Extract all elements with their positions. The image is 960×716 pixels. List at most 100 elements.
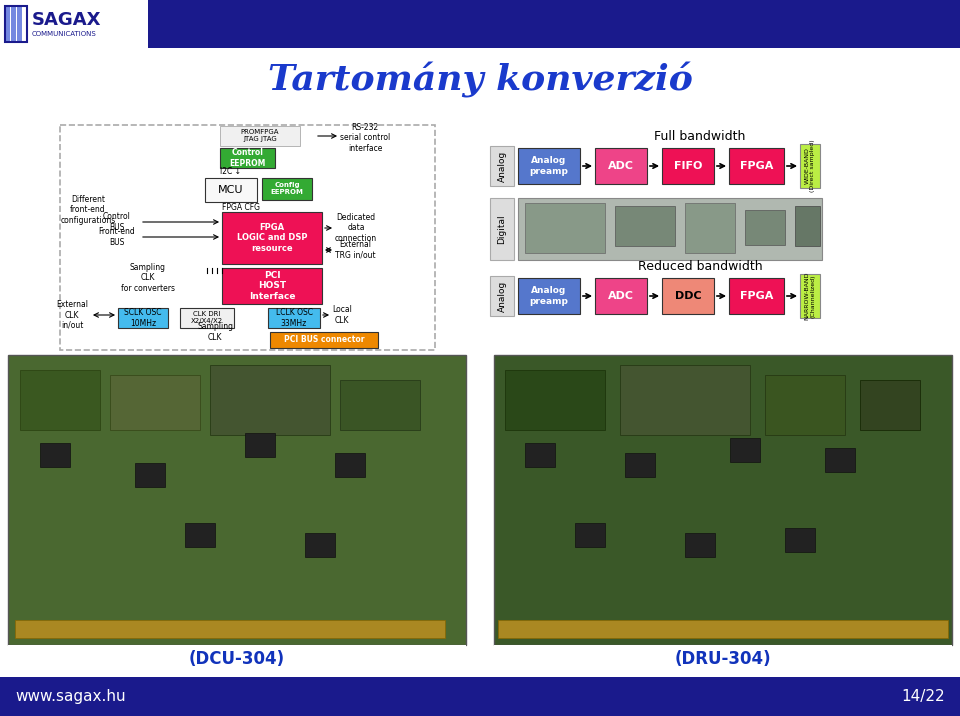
Text: Analog: Analog (497, 150, 507, 182)
Bar (765, 375, 845, 435)
Bar (210, 365, 330, 435)
Text: PCI BUS connector: PCI BUS connector (284, 336, 364, 344)
Bar (595, 148, 647, 184)
Bar (795, 206, 820, 246)
Text: Sampling
CLK
for converters: Sampling CLK for converters (121, 263, 175, 293)
Text: Control
BUS: Control BUS (103, 213, 131, 232)
Bar (729, 148, 784, 184)
Bar (625, 453, 655, 477)
Bar (505, 370, 605, 430)
Text: Dedicated
data
connection: Dedicated data connection (335, 213, 377, 243)
Text: Control
EEPROM: Control EEPROM (229, 148, 266, 168)
Bar (825, 448, 855, 472)
Bar (110, 375, 200, 430)
Bar (490, 276, 514, 316)
Bar (5, 6, 27, 42)
Bar (262, 178, 312, 200)
Bar (180, 308, 234, 328)
Bar (8, 355, 466, 645)
Text: SCLK OSC
10MHz: SCLK OSC 10MHz (124, 309, 161, 328)
Bar (5, 6, 10, 42)
Bar (220, 126, 300, 146)
Bar (490, 198, 514, 260)
Text: DDC: DDC (675, 291, 702, 301)
Bar (0, 677, 960, 716)
Bar (305, 533, 335, 557)
Text: (DCU-304): (DCU-304) (189, 650, 285, 668)
Text: I2C ↓: I2C ↓ (220, 168, 241, 177)
Text: Analog
preamp: Analog preamp (530, 156, 568, 175)
Bar (518, 198, 822, 260)
Bar (494, 355, 952, 645)
Bar (685, 533, 715, 557)
Bar (595, 278, 647, 314)
Bar (729, 278, 784, 314)
Bar (662, 148, 714, 184)
Bar (498, 620, 948, 638)
Bar (118, 308, 168, 328)
Bar (60, 125, 435, 350)
Text: Full bandwidth: Full bandwidth (655, 130, 746, 142)
Text: Analog: Analog (497, 281, 507, 311)
Text: Local
CLK: Local CLK (332, 305, 352, 324)
Bar (0, 0, 960, 48)
Bar (222, 212, 322, 264)
Bar (490, 146, 514, 186)
Text: Reduced bandwidth: Reduced bandwidth (637, 259, 762, 273)
Text: MCU: MCU (218, 185, 244, 195)
Text: Config
EEPROM: Config EEPROM (271, 183, 303, 195)
Bar (8, 645, 466, 673)
Bar (745, 210, 785, 245)
Bar (17, 6, 22, 42)
Text: PCI
HOST
Interface: PCI HOST Interface (249, 271, 296, 301)
Bar (205, 178, 257, 202)
Bar (525, 443, 555, 467)
Bar (615, 206, 675, 246)
Bar (0, 0, 148, 48)
Bar (20, 370, 100, 430)
Text: WIDE-BAND
(Direct sampled): WIDE-BAND (Direct sampled) (804, 140, 815, 193)
Bar (490, 108, 950, 398)
Text: Tartomány konverzió: Tartomány konverzió (268, 62, 692, 98)
Text: NARROW-BAND
(Channelized): NARROW-BAND (Channelized) (804, 272, 815, 320)
Bar (245, 433, 275, 457)
Text: Sampling
CLK: Sampling CLK (197, 322, 233, 342)
Bar (185, 523, 215, 547)
Bar (518, 148, 580, 184)
Bar (662, 278, 714, 314)
Text: PROMFPGA
JTAG JTAG: PROMFPGA JTAG JTAG (241, 130, 279, 142)
Bar (860, 380, 920, 430)
Text: External
TRG in/out: External TRG in/out (335, 241, 375, 260)
Text: ADC: ADC (608, 161, 634, 171)
Text: FPGA: FPGA (740, 161, 773, 171)
Bar (11, 6, 16, 42)
Bar (135, 463, 165, 487)
Text: Front-end
BUS: Front-end BUS (99, 227, 135, 247)
Bar (222, 268, 322, 304)
Text: www.sagax.hu: www.sagax.hu (15, 689, 126, 704)
Text: ADC: ADC (608, 291, 634, 301)
Bar (800, 274, 820, 318)
Bar (40, 443, 70, 467)
Text: FPGA CFG: FPGA CFG (222, 203, 260, 211)
Bar (340, 380, 420, 430)
Text: CLK DRI
X2/X4/X2: CLK DRI X2/X4/X2 (191, 311, 223, 324)
Bar (15, 620, 445, 638)
Bar (220, 148, 275, 168)
Text: COMMUNICATIONS: COMMUNICATIONS (32, 31, 97, 37)
Text: LCLK OSC
33MHz: LCLK OSC 33MHz (276, 309, 313, 328)
Text: External
CLK
in/out: External CLK in/out (56, 300, 88, 330)
Bar (685, 203, 735, 253)
Text: FIFO: FIFO (674, 161, 702, 171)
Bar (268, 308, 320, 328)
Bar (494, 645, 952, 673)
Bar (518, 278, 580, 314)
Text: (DRU-304): (DRU-304) (675, 650, 771, 668)
Text: FPGA: FPGA (740, 291, 773, 301)
Bar (730, 438, 760, 462)
Bar (525, 203, 605, 253)
Bar (620, 365, 750, 435)
Text: Different
front-end
configurations: Different front-end configurations (60, 195, 115, 225)
Text: 14/22: 14/22 (901, 689, 945, 704)
Text: RS-232
serial control
interface: RS-232 serial control interface (340, 123, 391, 153)
